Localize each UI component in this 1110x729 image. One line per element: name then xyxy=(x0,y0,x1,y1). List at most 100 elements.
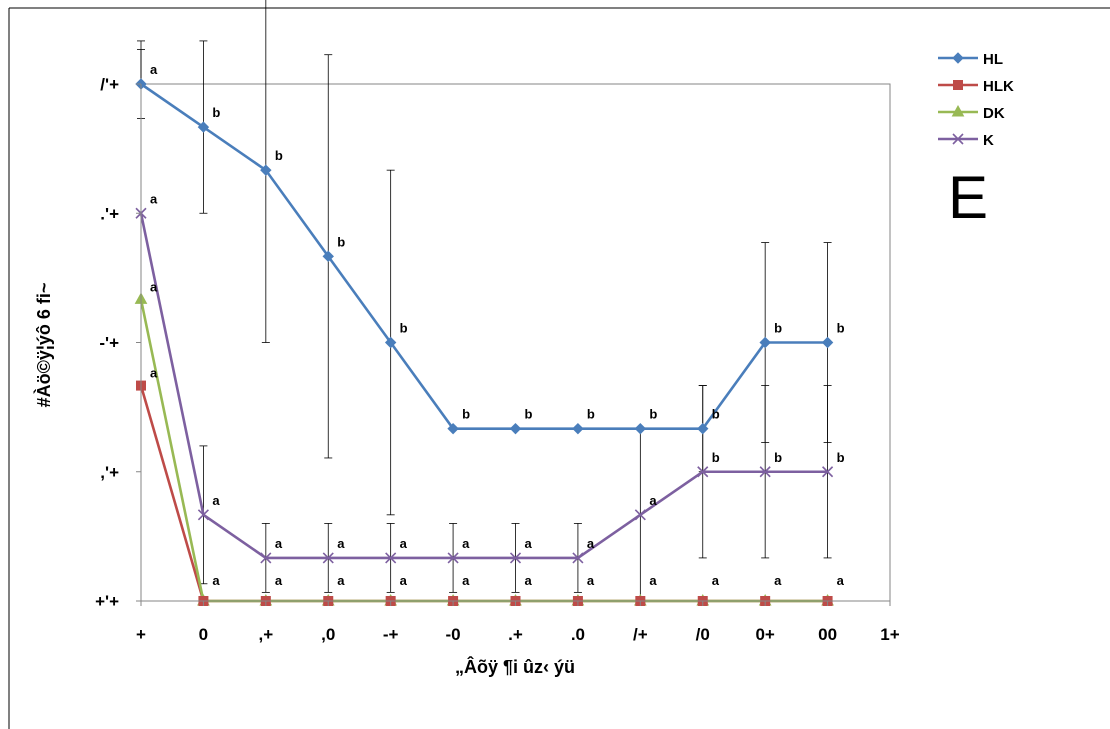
x-tick-label: -+ xyxy=(383,625,399,644)
x-tick-label: .0 xyxy=(571,625,585,644)
point-hl xyxy=(260,164,272,176)
significance-label-hl: b xyxy=(587,407,595,422)
legend-marker xyxy=(952,52,964,64)
significance-label-dk: a xyxy=(150,279,158,294)
significance-label-hl: b xyxy=(212,105,220,120)
point-hl xyxy=(322,250,334,263)
point-hl xyxy=(197,121,210,133)
x-tick-label: 00 xyxy=(818,625,837,644)
significance-label-dk: a xyxy=(712,573,720,588)
significance-label-hl: b xyxy=(525,407,533,422)
legend-item-dk: DK xyxy=(938,104,1005,122)
y-tick-label: ,'+ xyxy=(100,463,119,482)
y-tick-label: -'+ xyxy=(99,334,119,353)
point-k xyxy=(572,552,584,564)
error-bars xyxy=(137,0,832,602)
significance-labels: a b b b b b b b b b b b a a a a a a a a a a a a a a a a a a a a a a b b b xyxy=(150,62,845,588)
axes: +'+ ,'+ -'+ .'+ /'+ + 0 ,+ ,0 -+ -0 .+ .0 /+ /0 0+ 00 1+ xyxy=(95,75,900,644)
x-tick-label: 1+ xyxy=(880,625,899,644)
y-tick-label: .'+ xyxy=(100,204,119,223)
legend-item-k: K xyxy=(938,132,994,149)
legend-label: DK xyxy=(983,105,1005,122)
legend-label: K xyxy=(983,132,994,149)
point-k xyxy=(822,466,834,478)
legend-marker xyxy=(951,104,965,117)
legend-marker xyxy=(953,80,963,90)
panel-letter: E xyxy=(948,164,988,231)
point-hl xyxy=(572,422,584,435)
series-line-k xyxy=(139,212,828,560)
significance-label-hl: b xyxy=(712,407,720,422)
significance-label-k: a xyxy=(400,536,408,551)
significance-label-hl: b xyxy=(649,407,657,422)
significance-label-k: a xyxy=(212,493,220,508)
significance-label-k: b xyxy=(712,450,720,465)
point-hl xyxy=(759,336,771,349)
significance-label-dk: a xyxy=(462,573,470,588)
legend-item-hl: HL xyxy=(938,51,1003,68)
significance-label-hl: b xyxy=(275,148,283,163)
significance-label-dk: a xyxy=(587,573,595,588)
series-line-hlk xyxy=(139,385,828,603)
significance-label-hl: b xyxy=(837,321,845,336)
legend-marker xyxy=(952,133,964,145)
series-markers xyxy=(134,78,834,606)
point-hl xyxy=(384,336,397,349)
point-k xyxy=(447,552,459,564)
legend: HL HLK DK K xyxy=(938,51,1014,149)
significance-label-dk: a xyxy=(400,573,408,588)
y-tick-label: /'+ xyxy=(100,75,119,94)
x-tick-label: 0+ xyxy=(755,625,774,644)
point-hl xyxy=(509,422,522,435)
point-k xyxy=(385,552,397,564)
legend-label: HL xyxy=(983,51,1003,68)
significance-label-dk: a xyxy=(837,573,845,588)
significance-label-dk: a xyxy=(525,573,533,588)
point-hl xyxy=(697,422,709,435)
significance-label-hlk: a xyxy=(150,366,158,381)
significance-label-k: a xyxy=(462,536,470,551)
significance-label-dk: a xyxy=(649,573,657,588)
x-tick-label: -0 xyxy=(446,625,461,644)
point-k xyxy=(697,466,709,478)
significance-label-dk: a xyxy=(337,573,345,588)
significance-label-k: a xyxy=(525,536,533,551)
significance-label-k: b xyxy=(837,450,845,465)
significance-label-k: a xyxy=(150,191,158,206)
y-tick-label: +'+ xyxy=(95,592,119,611)
significance-label-hl: b xyxy=(337,234,345,249)
point-k xyxy=(260,552,272,564)
point-hl xyxy=(447,422,459,435)
point-k xyxy=(634,509,646,521)
significance-label-hl: b xyxy=(774,321,782,336)
significance-label-k: a xyxy=(337,536,345,551)
legend-item-hlk: HLK xyxy=(938,78,1014,95)
point-hl xyxy=(821,336,834,349)
x-tick-label: ,+ xyxy=(259,625,274,644)
point-k xyxy=(509,552,522,564)
significance-label-hl: b xyxy=(462,407,470,422)
legend-label: HLK xyxy=(983,78,1014,95)
x-tick-label: /+ xyxy=(633,625,648,644)
significance-label-hl: b xyxy=(400,321,408,336)
y-axis-title: #Àö©ÿ¦ýô 6 fi~ xyxy=(33,283,54,408)
x-tick-label: + xyxy=(136,625,146,644)
significance-label-dk: a xyxy=(774,573,782,588)
x-axis-title: „Âõÿ ¶i ûz‹ ýü xyxy=(455,656,575,677)
point-k xyxy=(759,466,771,478)
point-hl xyxy=(634,422,647,435)
significance-label-dk: a xyxy=(212,573,220,588)
significance-label-hl: a xyxy=(150,62,158,77)
x-tick-label: ,0 xyxy=(321,625,335,644)
significance-label-k: a xyxy=(649,493,657,508)
x-tick-label: 0 xyxy=(199,625,208,644)
x-tick-label: /0 xyxy=(696,625,710,644)
series-line-dk xyxy=(139,299,828,603)
significance-label-dk: a xyxy=(275,573,283,588)
point-k xyxy=(197,509,209,521)
significance-label-k: a xyxy=(587,536,595,551)
significance-label-k: b xyxy=(774,450,782,465)
series-line-hl xyxy=(140,82,828,430)
x-tick-label: .+ xyxy=(508,625,523,644)
